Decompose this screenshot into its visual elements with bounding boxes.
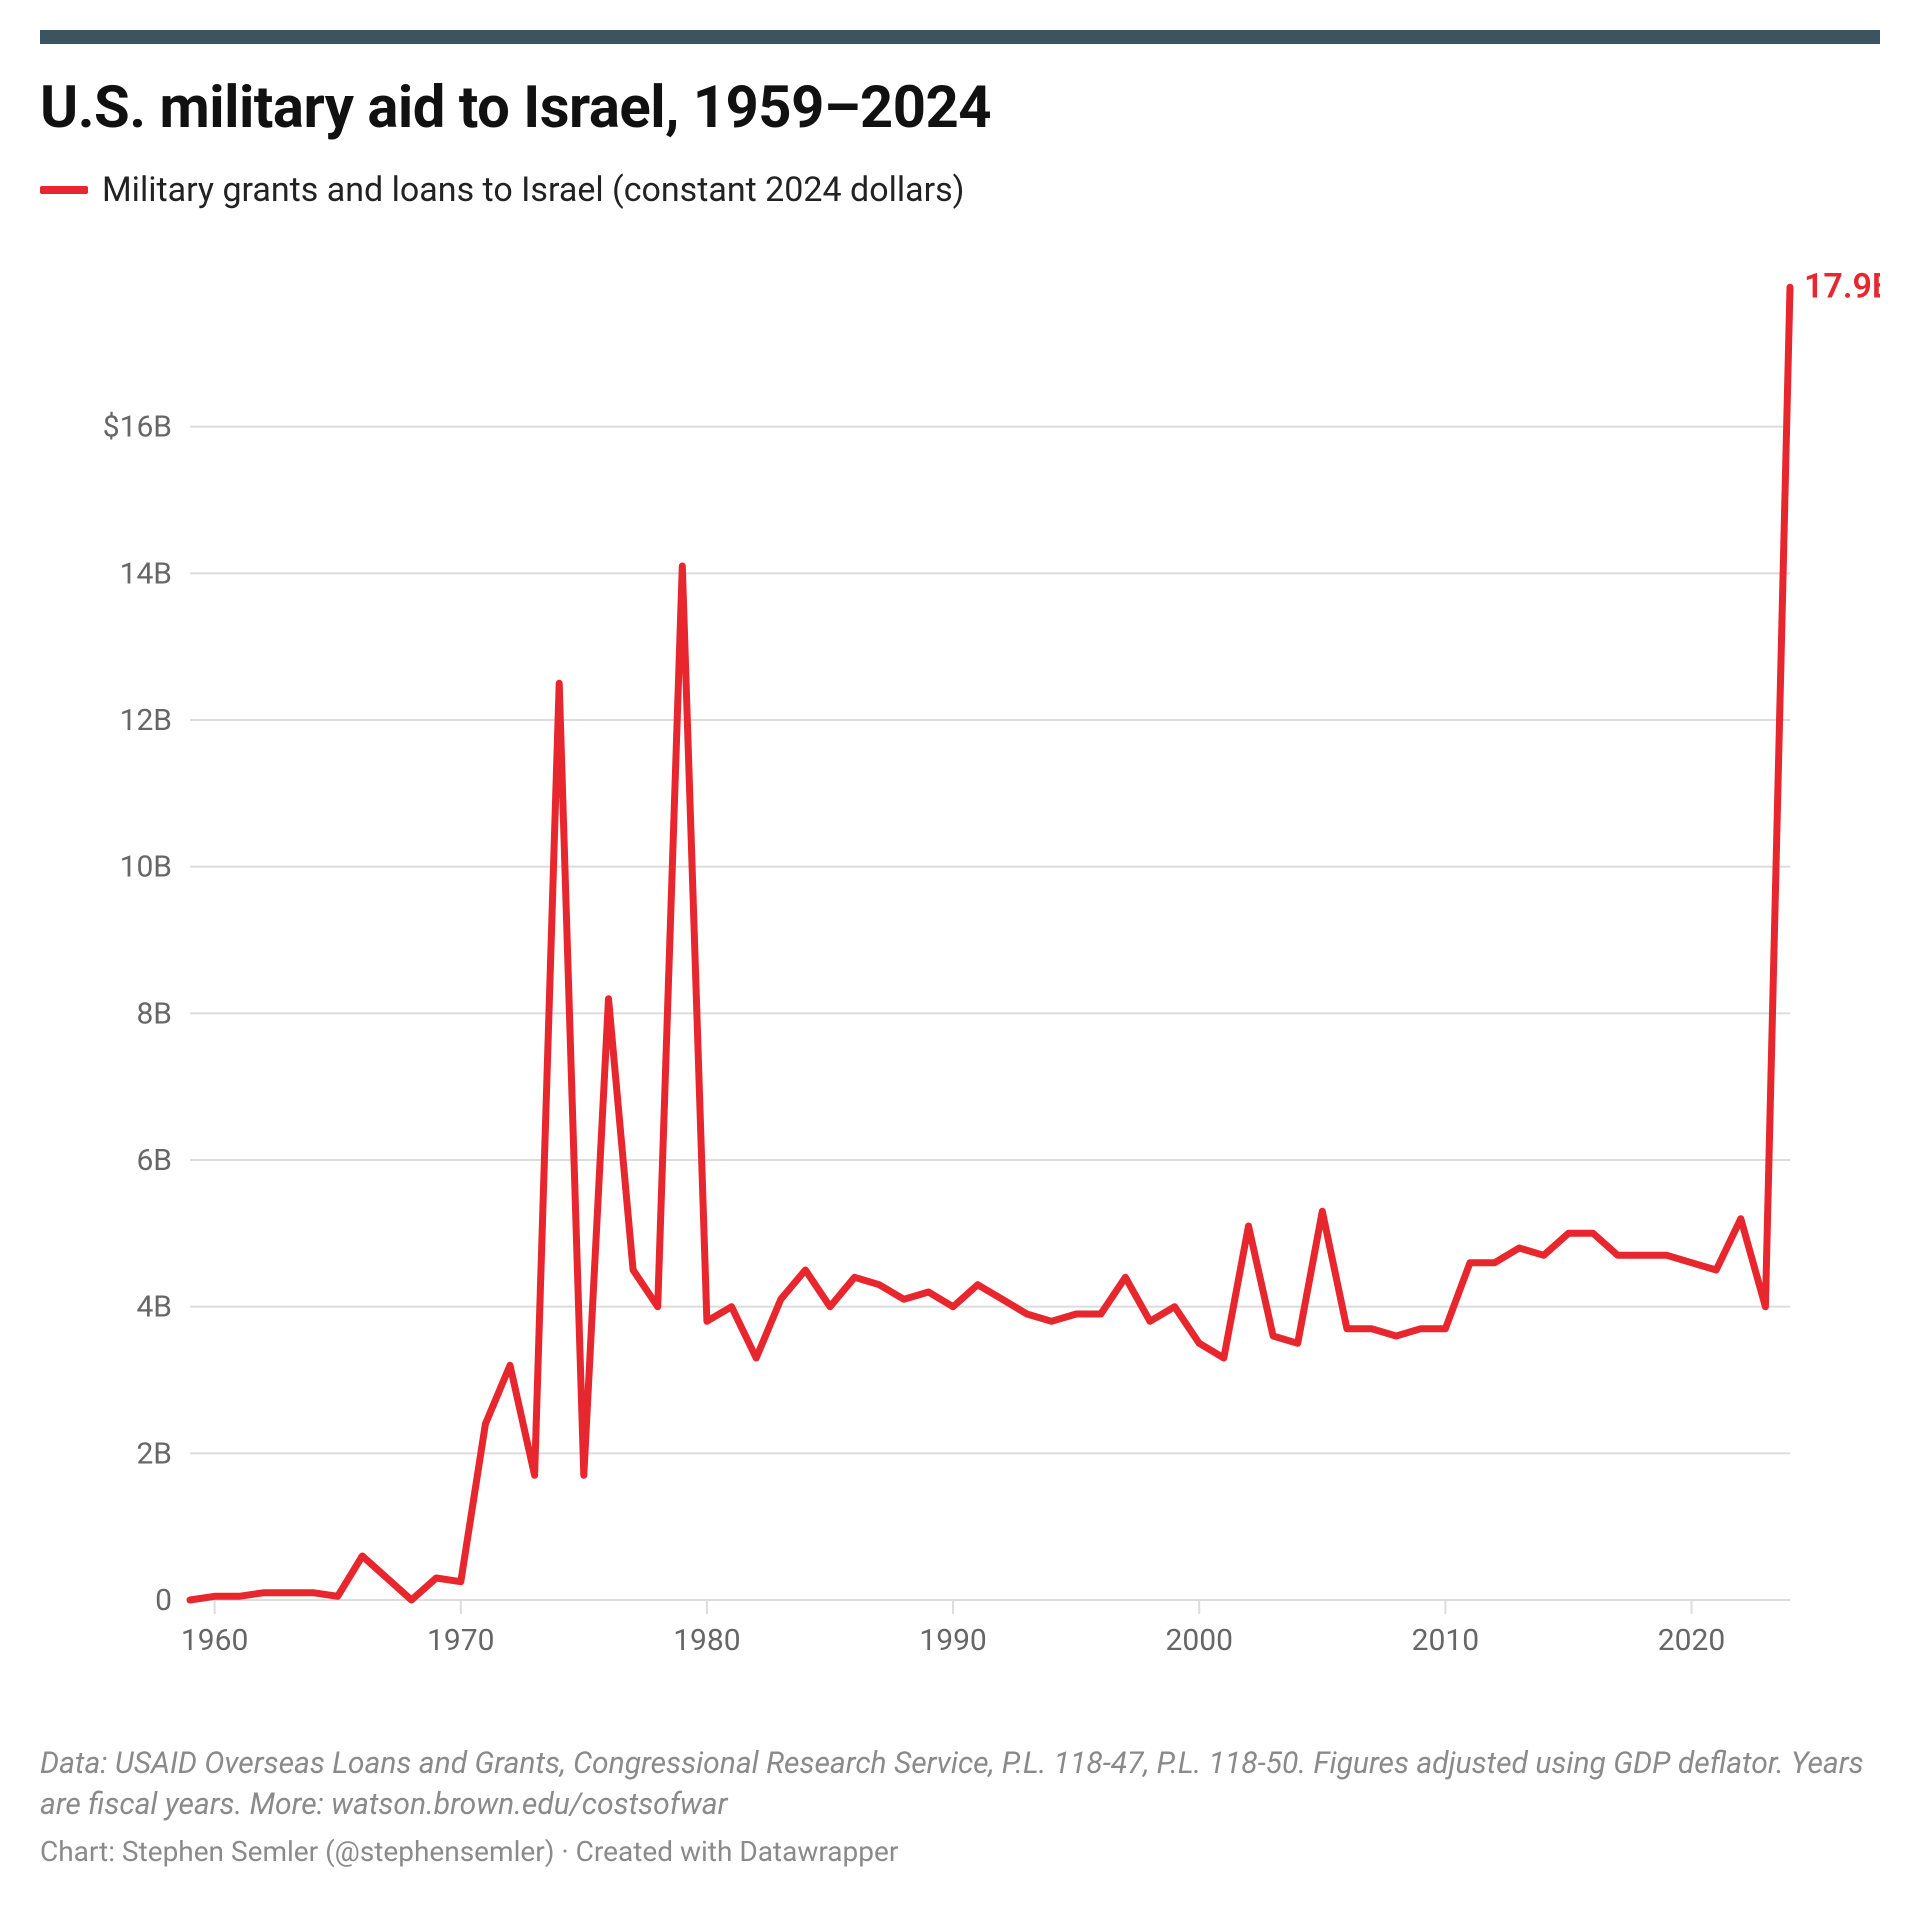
x-axis-label: 1990 <box>919 1623 986 1658</box>
y-axis-label: 0 <box>155 1583 172 1618</box>
y-axis-label: 2B <box>136 1436 172 1471</box>
chart-plot-area: 0 2B 4B 6B 8B 10B 12B 14B $16B 1960 1970 1980 1990 20… <box>40 240 1880 1720</box>
legend-swatch <box>40 186 88 194</box>
x-axis-label: 2010 <box>1412 1623 1479 1658</box>
x-axis-label: 1970 <box>427 1623 494 1658</box>
y-axis-label: 12B <box>120 703 172 738</box>
x-axis-label: 2000 <box>1166 1623 1233 1658</box>
legend-label: Military grants and loans to Israel (con… <box>102 170 965 210</box>
endpoint-label: 17.9B <box>1804 266 1880 306</box>
chart-title: U.S. military aid to Israel, 1959–2024 <box>40 74 1880 142</box>
legend: Military grants and loans to Israel (con… <box>40 170 1880 210</box>
y-axis-label: 10B <box>120 850 172 885</box>
series-line-military_aid <box>190 287 1790 1600</box>
chart-credit: Chart: Stephen Semler (@stephensemler) ·… <box>40 1835 1880 1868</box>
y-axis-label: 14B <box>120 556 172 591</box>
top-rule <box>40 30 1880 44</box>
chart-svg: 0 2B 4B 6B 8B 10B 12B 14B $16B 1960 1970 1980 1990 20… <box>40 240 1880 1720</box>
chart-caption: Data: USAID Overseas Loans and Grants, C… <box>40 1744 1880 1825</box>
y-axis-label: 8B <box>136 996 172 1031</box>
x-axis-label: 1960 <box>181 1623 248 1658</box>
y-axis-label: 6B <box>136 1143 172 1178</box>
x-axis-label: 2020 <box>1658 1623 1725 1658</box>
y-axis-label: 4B <box>136 1290 172 1325</box>
x-axis-label: 1980 <box>673 1623 740 1658</box>
y-axis-label: $16B <box>103 410 172 445</box>
